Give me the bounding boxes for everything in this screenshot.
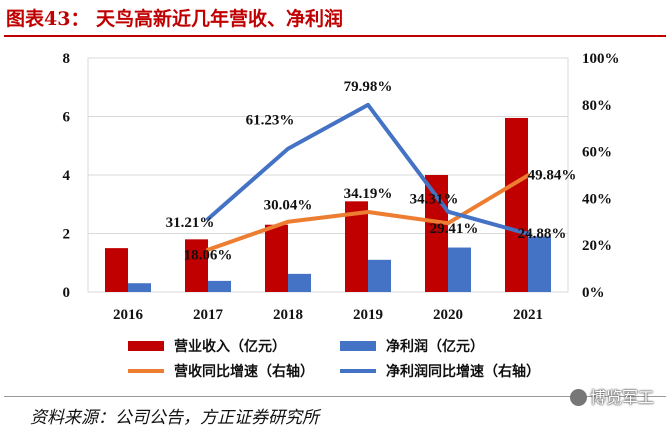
profit-growth-label: 61.23% — [246, 113, 295, 129]
y-left-tick-label: 2 — [63, 227, 71, 243]
chart-title: 图表43： 天鸟高新近几年营收、净利润 — [6, 8, 344, 30]
legend-profit-swatch — [340, 341, 376, 351]
watermark: 博览军工 — [569, 384, 654, 408]
revenue-growth-line — [206, 173, 530, 252]
x-tick-label: 2016 — [113, 307, 144, 323]
revenue-growth-label: 49.84% — [528, 167, 577, 183]
profit-bar — [128, 283, 151, 292]
revenue-growth-label: 18.06% — [184, 248, 233, 264]
x-tick-label: 2017 — [193, 307, 224, 323]
y-left-tick-label: 6 — [63, 110, 71, 126]
profit-bar — [208, 280, 231, 292]
profit-growth-label: 24.88% — [518, 226, 567, 242]
profit-growth-label: 31.21% — [166, 215, 215, 231]
legend-profit-growth-label: 净利润同比增速（右轴） — [386, 363, 540, 380]
profit-bar — [448, 247, 471, 292]
revenue-bar — [505, 117, 528, 293]
profit-growth-line — [206, 102, 530, 236]
y-right-tick-label: 100% — [582, 51, 620, 67]
profit-growth-label: 79.98% — [344, 79, 393, 95]
x-tick-label: 2021 — [513, 307, 543, 323]
y-right-tick-label: 0% — [582, 285, 605, 301]
y-right-tick-label: 40% — [582, 191, 612, 207]
x-tick-label: 2018 — [273, 307, 303, 323]
y-right-tick-label: 20% — [582, 238, 612, 254]
revenue-bar — [105, 248, 128, 292]
revenue-growth-label: 29.41% — [430, 221, 479, 237]
y-left-tick-label: 0 — [63, 285, 71, 301]
profit-growth-label: 34.31% — [410, 192, 459, 208]
profit-bar — [288, 273, 311, 292]
y-right-tick-label: 80% — [582, 98, 612, 114]
revenue-bar — [185, 239, 208, 292]
revenue-bar — [265, 224, 288, 292]
legend-revenue-growth-label: 营收同比增速（右轴） — [174, 363, 314, 380]
x-tick-label: 2020 — [433, 307, 463, 323]
profit-bar — [368, 259, 391, 292]
y-right-tick-label: 60% — [582, 145, 612, 161]
y-left-tick-label: 8 — [63, 51, 71, 67]
watermark-text: 博览军工 — [589, 388, 654, 407]
y-left-tick-label: 4 — [63, 168, 71, 184]
title-underline — [4, 35, 666, 37]
source-divider — [4, 396, 666, 397]
revenue-growth-label: 34.19% — [344, 186, 393, 202]
legend-profit-label: 净利润（亿元） — [386, 338, 484, 355]
profit-bar — [528, 236, 551, 292]
source-note: 资料来源：公司公告，方正证券研究所 — [30, 408, 319, 428]
legend-revenue-swatch — [128, 341, 164, 351]
legend-revenue-label: 营业收入（亿元） — [174, 338, 286, 355]
revenue-bar — [345, 201, 368, 292]
revenue-growth-label: 30.04% — [264, 198, 313, 214]
x-tick-label: 2019 — [353, 307, 383, 323]
wechat-icon — [569, 389, 587, 406]
